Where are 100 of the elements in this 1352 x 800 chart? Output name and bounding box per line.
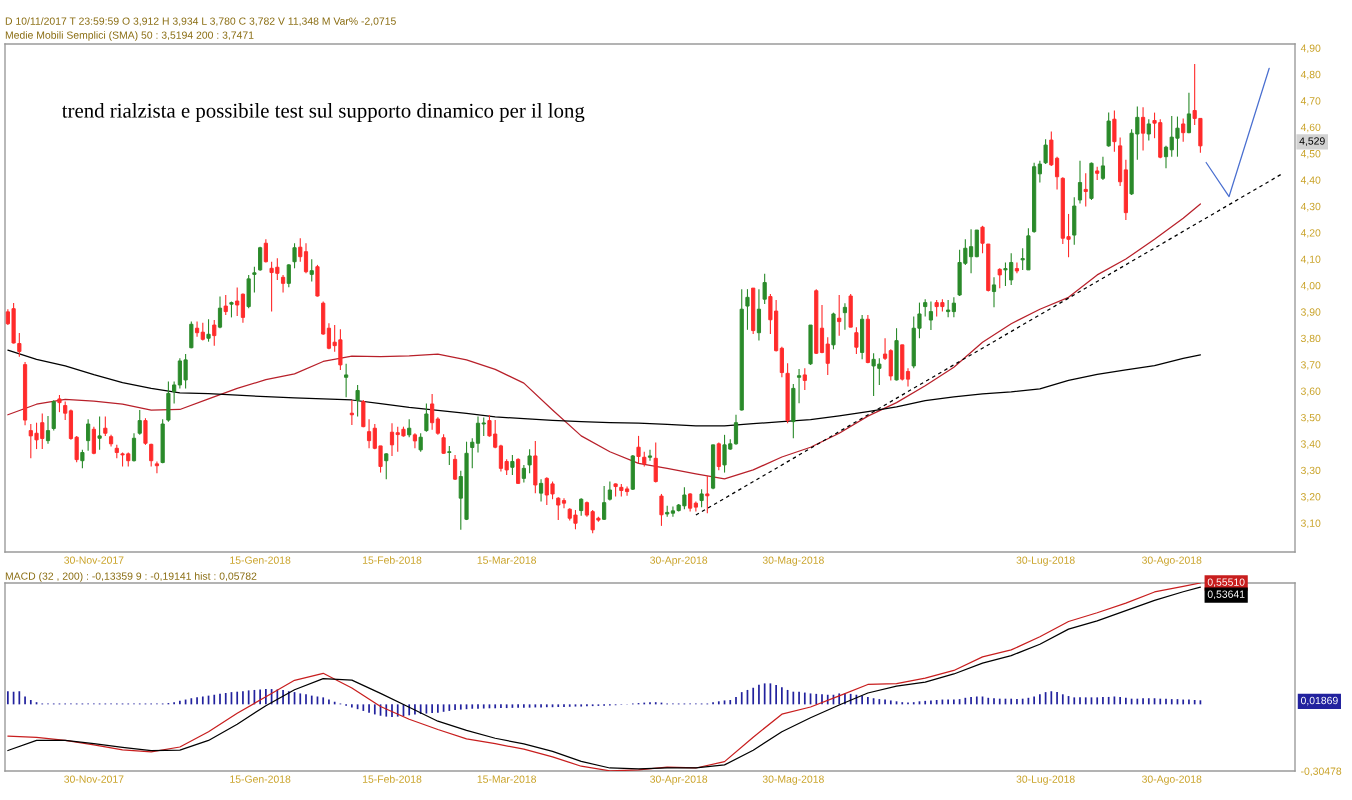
candlestick: [705, 475, 710, 514]
candlestick: [716, 441, 721, 471]
candlestick: [756, 288, 762, 342]
candlestick: [86, 418, 91, 452]
candlestick: [366, 418, 372, 449]
candlestick: [258, 246, 263, 272]
candlestick: [189, 321, 194, 349]
candlestick: [647, 449, 653, 462]
candlestick: [538, 478, 544, 503]
candlestick: [1186, 92, 1192, 134]
candlestick: [1112, 109, 1117, 153]
candlestick: [384, 452, 389, 480]
candlestick: [653, 441, 658, 484]
candlestick: [252, 266, 257, 294]
y-tick-label: 3,20: [1300, 493, 1321, 502]
candlestick: [154, 460, 160, 474]
candlestick: [946, 299, 951, 318]
candlestick: [1140, 106, 1146, 152]
candlestick: [63, 401, 68, 421]
y-tick-label: 3,10: [1300, 519, 1321, 529]
x-tick-label: 15-Feb-2018: [362, 775, 422, 783]
candlestick: [212, 319, 217, 347]
candlestick: [991, 276, 997, 308]
candlestick: [430, 393, 435, 431]
x-tick-label: 15-Mar-2018: [477, 775, 537, 783]
candlestick: [762, 273, 767, 305]
candlestick: [997, 267, 1002, 289]
candlestick: [1037, 160, 1042, 184]
x-tick-label: 30-Mag-2018: [762, 556, 824, 566]
x-tick-label: 30-Nov-2017: [64, 775, 124, 783]
line-series: [7, 203, 1202, 480]
candlestick: [452, 454, 458, 481]
candlestick: [103, 416, 108, 437]
candlestick: [137, 409, 142, 436]
candlestick: [355, 384, 360, 418]
candlestick: [280, 274, 286, 294]
candlestick: [882, 337, 888, 361]
y-tick-label: 3,50: [1300, 413, 1321, 423]
candlestick: [292, 242, 297, 269]
candlestick: [1043, 138, 1048, 165]
candlestick: [1146, 118, 1151, 142]
candlestick: [688, 492, 693, 513]
x-tick-label: 15-Gen-2018: [230, 775, 291, 783]
candlestick: [1077, 160, 1083, 204]
candlestick: [447, 445, 452, 466]
candlestick: [693, 501, 698, 513]
candlestick: [527, 448, 532, 474]
candlestick: [510, 454, 515, 476]
candlestick: [802, 367, 807, 391]
candlestick: [240, 292, 246, 324]
y-tick-label: 3,90: [1300, 308, 1321, 317]
y-tick-label: 4,50: [1300, 150, 1321, 159]
candlestick: [1100, 156, 1106, 181]
candlestick: [1014, 261, 1020, 274]
x-tick-label: 30-Lug-2018: [1016, 775, 1075, 785]
candlestick: [45, 415, 51, 445]
x-tick-label: 15-Feb-2018: [362, 556, 422, 564]
y-tick-label: 4,40: [1300, 176, 1321, 186]
text: Medie Mobili Semplici (SMA) 50 : 3,5194 200 : 3,7471: [5, 31, 254, 41]
candlestick: [97, 416, 102, 451]
candlestick: [837, 294, 842, 337]
candlestick: [344, 363, 349, 398]
data-label: 0,53641: [1207, 590, 1245, 600]
y-tick-label: 4,10: [1300, 255, 1321, 265]
candlestick: [745, 288, 750, 331]
candlestick: [223, 294, 228, 316]
candlestick: [659, 493, 664, 527]
candlestick: [286, 263, 291, 288]
candlestick: [607, 480, 612, 502]
y-tick-label: -0,30478: [1301, 767, 1342, 777]
candlestick: [1181, 117, 1186, 143]
y-tick-label: 4,60: [1300, 123, 1321, 133]
candlestick: [418, 432, 423, 453]
y-tick-label: 3,40: [1300, 440, 1321, 449]
candlestick: [235, 287, 240, 317]
y-tick-label: 3,30: [1300, 466, 1321, 476]
x-tick-label: 15-Mar-2018: [477, 556, 537, 564]
candlestick: [854, 326, 859, 355]
candlestick: [206, 318, 211, 343]
y-tick-label: 4,30: [1300, 202, 1321, 212]
candlestick: [951, 296, 956, 318]
x-tick-label: 30-Apr-2018: [650, 556, 708, 566]
x-tick-label: 30-Ago-2018: [1142, 775, 1202, 785]
y-tick-label: 3,60: [1300, 387, 1321, 397]
candlestick: [194, 321, 200, 338]
candlestick: [602, 485, 607, 521]
y-tick-label: 0,01869: [1300, 696, 1338, 706]
x-tick-label: 30-Nov-2017: [64, 556, 124, 564]
y-tick-label: 3,80: [1300, 334, 1321, 344]
data-label: 0,55510: [1207, 578, 1245, 588]
candlestick: [217, 295, 223, 329]
text: D 10/11/2017 T 23:59:59 O 3,912 H 3,934 L 3,780 C 3,782 V 11,348 M Var% -2,0715: [5, 17, 396, 27]
text: trend rialzista e possibile test sul supporto dinamico per il long: [61, 103, 585, 123]
candlestick: [441, 433, 446, 455]
candlestick: [842, 302, 848, 331]
candlestick: [424, 402, 429, 433]
candlestick: [80, 449, 85, 469]
y-tick-label: 4,70: [1300, 97, 1321, 106]
x-tick-label: 15-Gen-2018: [230, 556, 291, 564]
candlestick: [131, 432, 137, 463]
